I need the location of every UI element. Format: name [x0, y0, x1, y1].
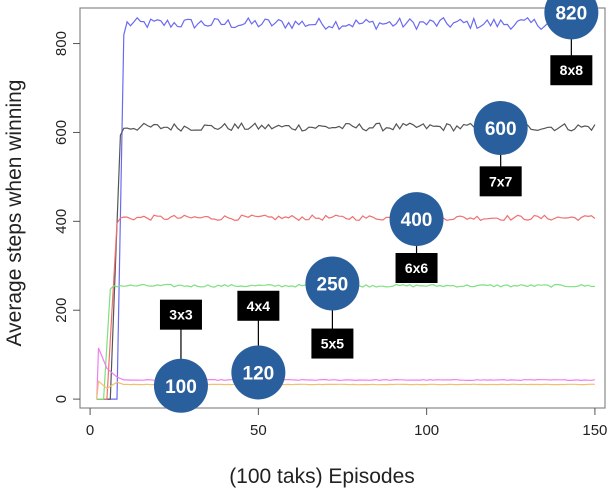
- annotation-4x4: 120 4x4: [231, 290, 286, 400]
- grid-size-box: [237, 290, 280, 321]
- value-bubble-label: 600: [485, 119, 517, 140]
- x-tick-label: 100: [414, 422, 439, 439]
- grid-size-label: 4x4: [247, 298, 271, 314]
- value-bubble: [305, 256, 360, 311]
- y-axis-title: Average steps when winning: [3, 80, 26, 347]
- x-tick-label: 50: [250, 422, 267, 439]
- grid-size-label: 3x3: [169, 307, 193, 323]
- grid-size-box: [550, 55, 593, 86]
- value-bubble-label: 250: [317, 275, 349, 296]
- plot-frame: [79, 7, 606, 409]
- value-bubble: [544, 0, 599, 40]
- series-line-2: [96, 214, 596, 400]
- grid-size-label: 7x7: [489, 173, 513, 189]
- value-bubble-label: 120: [243, 363, 275, 384]
- grid-size-label: 6x6: [405, 260, 429, 276]
- grid-size-label: 8x8: [560, 62, 584, 78]
- y-tick-label: 200: [53, 298, 70, 323]
- annotation-5x5: 250 5x5: [305, 256, 360, 359]
- y-tick-label: 400: [53, 209, 70, 234]
- value-bubble: [153, 358, 208, 413]
- value-bubble: [231, 345, 286, 400]
- value-bubble-label: 820: [555, 3, 587, 24]
- x-axis: 0 50 100 150: [86, 408, 607, 439]
- y-tick-label: 800: [53, 31, 70, 56]
- annotation-7x7: 600 7x7: [473, 101, 528, 197]
- x-axis-title: (100 taks) Episodes: [229, 465, 415, 488]
- annotation-layer: 100 3x3 120 4x4 250 5x5 400 6x6 600 7x7 820 8x8: [153, 0, 599, 413]
- annotation-8x8: 820 8x8: [544, 0, 599, 86]
- y-tick-label: 600: [53, 120, 70, 145]
- value-bubble-label: 100: [165, 377, 197, 398]
- grid-size-box: [159, 299, 202, 330]
- y-axis: 0 200 400 600 800: [53, 31, 80, 403]
- series-line-0: [96, 16, 596, 400]
- grid-size-box: [479, 166, 522, 197]
- value-bubble: [473, 101, 528, 155]
- x-tick-label: 0: [86, 422, 94, 439]
- annotation-6x6: 400 6x6: [389, 192, 444, 283]
- value-bubble-label: 400: [401, 210, 433, 231]
- grid-size-box: [311, 328, 354, 359]
- value-bubble: [389, 192, 444, 247]
- annotation-3x3: 100 3x3: [153, 299, 208, 413]
- x-tick-label: 150: [582, 422, 607, 439]
- grid-size-box: [395, 253, 438, 283]
- y-tick-label: 0: [53, 395, 70, 403]
- grid-size-label: 5x5: [321, 336, 345, 352]
